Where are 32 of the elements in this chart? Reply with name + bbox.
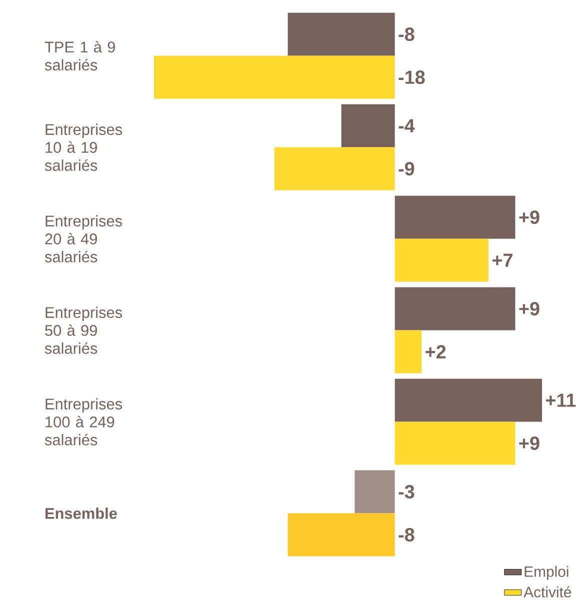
y-tick-label: TPE 1 à 9 salariés xyxy=(44,41,115,70)
data-label: +9 xyxy=(519,210,540,224)
bar xyxy=(394,378,542,422)
data-label: -4 xyxy=(398,119,415,132)
bar xyxy=(274,147,395,190)
data-label: +11 xyxy=(546,394,576,407)
data-label: +7 xyxy=(492,254,512,267)
data-label: -18 xyxy=(398,70,425,84)
legend-label: Emploi xyxy=(524,566,568,580)
y-tick-label: Entreprises 10 à 19 salariés xyxy=(44,124,122,171)
bar xyxy=(394,287,516,330)
data-label: -9 xyxy=(398,162,414,176)
bar xyxy=(154,56,395,99)
bar xyxy=(394,330,422,374)
data-label: +9 xyxy=(519,436,540,450)
data-label: +2 xyxy=(426,345,446,358)
data-label: +9 xyxy=(519,302,540,316)
bar xyxy=(394,196,516,239)
legend-label: Activité xyxy=(524,586,572,598)
y-tick-label: Ensemble xyxy=(46,508,117,519)
bar xyxy=(394,422,516,465)
bar xyxy=(288,12,395,56)
y-tick-label: Entreprises 50 à 99 salariés xyxy=(44,306,122,354)
y-tick-label: Entreprises 20 à 49 salariés xyxy=(44,215,122,262)
bar xyxy=(394,238,488,282)
bar xyxy=(288,513,395,556)
bar xyxy=(341,104,395,148)
y-tick-label: Entreprises 100 à 249 salariés xyxy=(44,398,122,446)
data-label: -3 xyxy=(398,485,414,498)
data-label: -8 xyxy=(398,28,414,41)
data-label: -8 xyxy=(398,528,414,542)
bar xyxy=(354,470,395,514)
